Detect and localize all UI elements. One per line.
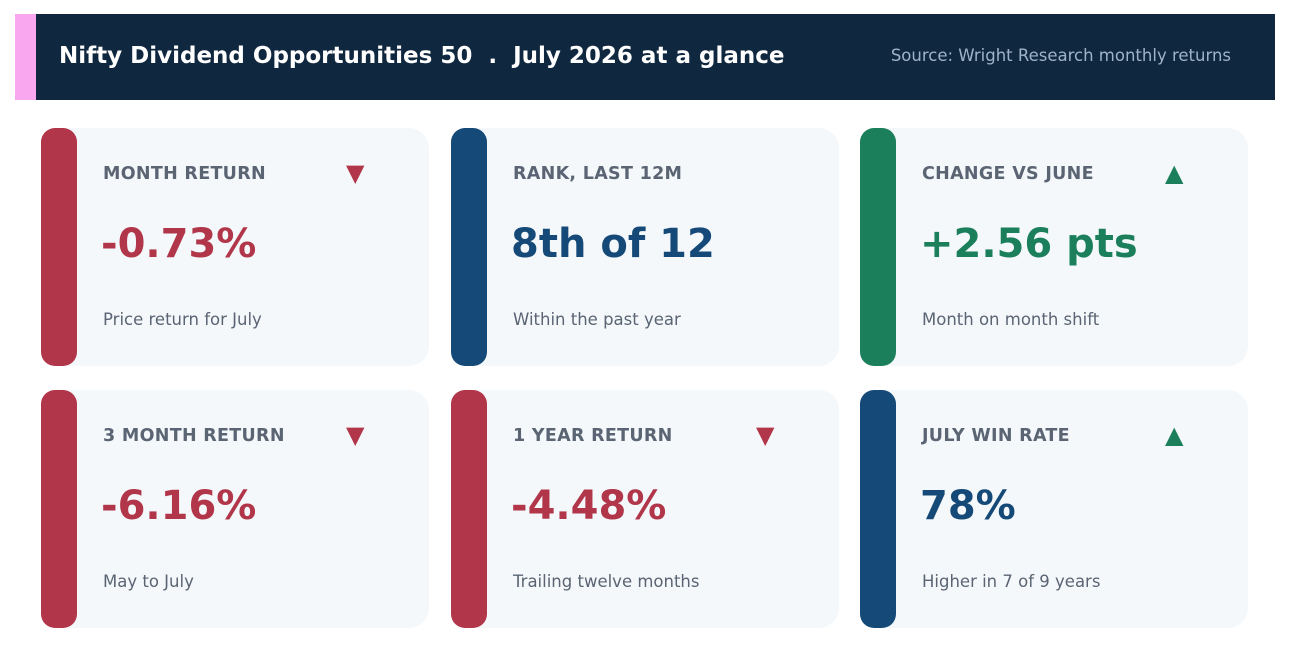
card-value: 78% [920, 483, 1016, 529]
source-note: Source: Wright Research monthly returns [890, 46, 1231, 65]
card-value: +2.56 pts [920, 221, 1138, 267]
card-caption: Within the past year [513, 310, 681, 329]
card-label: 1 YEAR RETURN [513, 426, 673, 446]
card-value: -6.16% [101, 483, 257, 529]
kpi-card-month-return: MONTH RETURN ▼ -0.73% Price return for J… [41, 128, 429, 366]
kpi-card-change-vs-june: CHANGE VS JUNE ▲ +2.56 pts Month on mont… [860, 128, 1248, 366]
kpi-card-3-month-return: 3 MONTH RETURN ▼ -6.16% May to July [41, 390, 429, 628]
kpi-card-1-year-return: 1 YEAR RETURN ▼ -4.48% Trailing twelve m… [451, 390, 839, 628]
card-label: CHANGE VS JUNE [922, 164, 1094, 184]
down-triangle-icon: ▼ [346, 421, 365, 449]
card-label: MONTH RETURN [103, 164, 266, 184]
card-caption: May to July [103, 572, 194, 591]
down-triangle-icon: ▼ [756, 421, 775, 449]
up-triangle-icon: ▲ [1165, 421, 1184, 449]
up-triangle-icon: ▲ [1165, 159, 1184, 187]
card-value: -0.73% [101, 221, 257, 267]
page-title: Nifty Dividend Opportunities 50 . July 2… [59, 43, 785, 69]
card-label: RANK, LAST 12M [513, 164, 683, 184]
kpi-card-july-win-rate: JULY WIN RATE ▲ 78% Higher in 7 of 9 yea… [860, 390, 1248, 628]
card-value: 8th of 12 [511, 221, 715, 267]
card-accent-bar [860, 128, 896, 366]
kpi-card-rank: RANK, LAST 12M 8th of 12 Within the past… [451, 128, 839, 366]
card-value: -4.48% [511, 483, 667, 529]
card-accent-bar [860, 390, 896, 628]
card-caption: Higher in 7 of 9 years [922, 572, 1101, 591]
card-accent-bar [41, 128, 77, 366]
down-triangle-icon: ▼ [346, 159, 365, 187]
header-accent-strip [15, 14, 36, 100]
card-accent-bar [41, 390, 77, 628]
header-banner: Nifty Dividend Opportunities 50 . July 2… [15, 14, 1275, 100]
card-accent-bar [451, 128, 487, 366]
card-label: JULY WIN RATE [922, 426, 1070, 446]
card-caption: Month on month shift [922, 310, 1100, 329]
card-label: 3 MONTH RETURN [103, 426, 285, 446]
card-caption: Price return for July [103, 310, 262, 329]
card-caption: Trailing twelve months [513, 572, 700, 591]
card-accent-bar [451, 390, 487, 628]
